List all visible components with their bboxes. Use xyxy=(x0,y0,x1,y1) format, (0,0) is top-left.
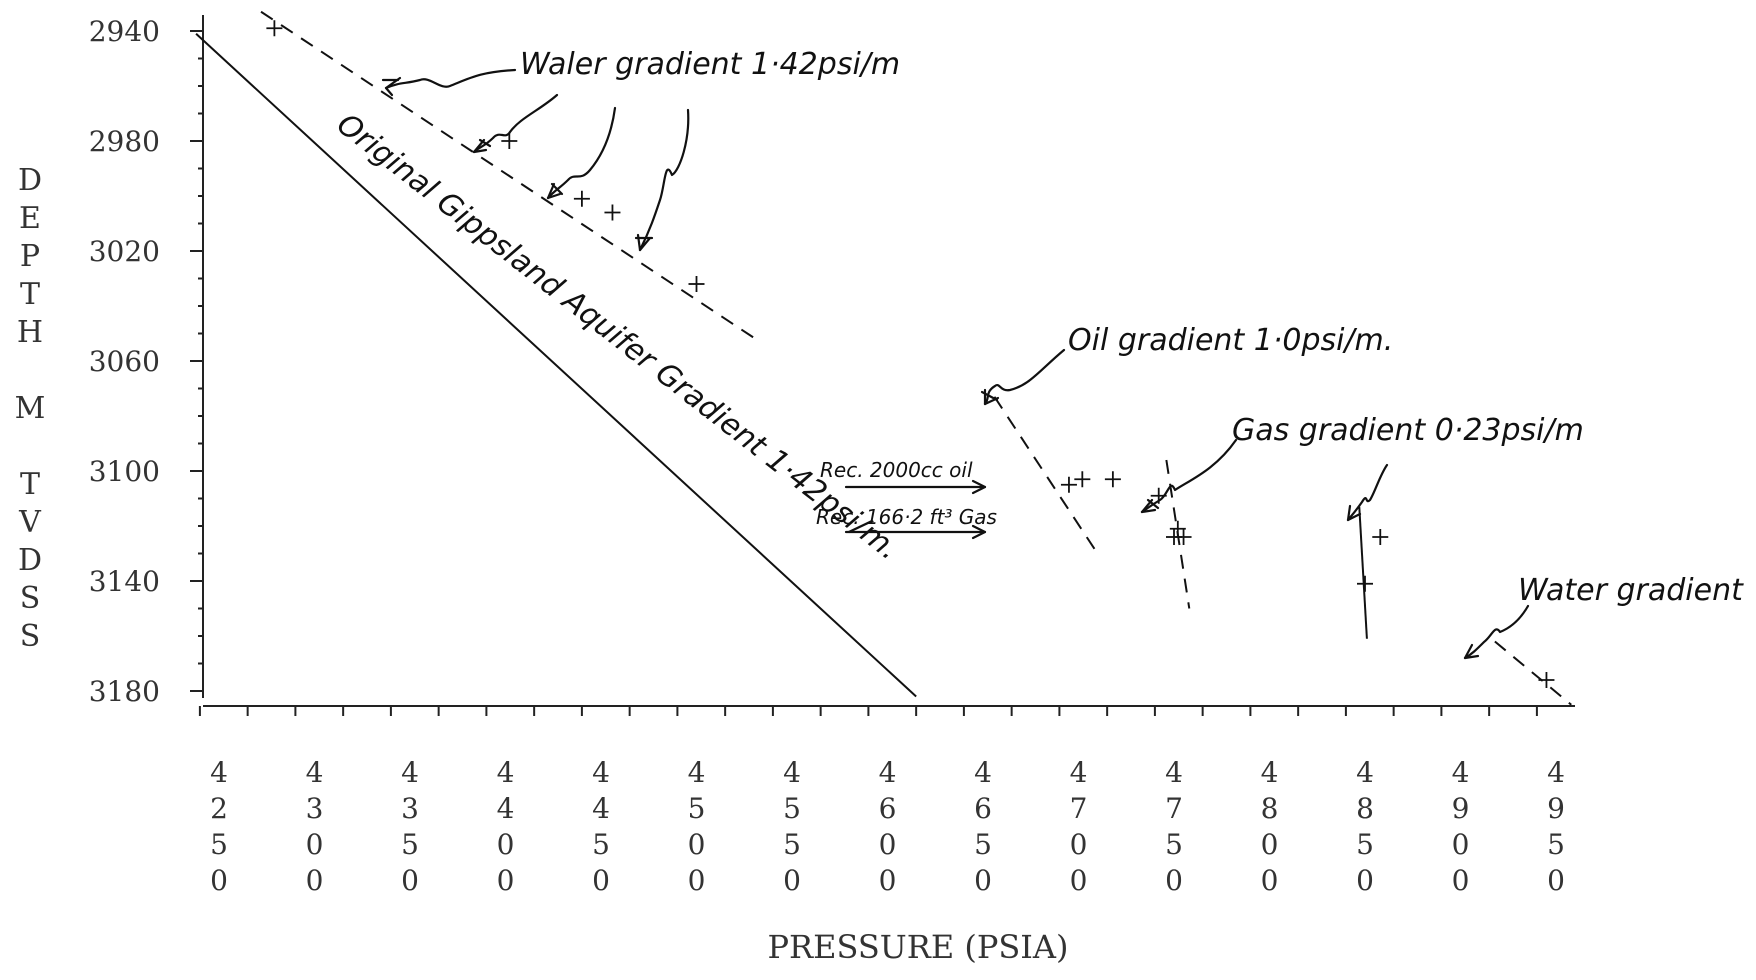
recovery-arrowhead-1 xyxy=(971,524,987,540)
data-point xyxy=(1169,520,1186,537)
annotation-arrowhead-5 xyxy=(1140,498,1160,514)
y-tick-labels: 2940 2980 3020 3060 3100 3140 3180 xyxy=(89,15,160,708)
data-point xyxy=(688,276,705,292)
annotation-arrow-7 xyxy=(1463,604,1530,660)
annotation-arrowhead-4 xyxy=(980,388,1000,406)
annotation-water-gradient-top: Waler gradient 1·42psi/m xyxy=(520,47,900,82)
annotation-recovered-gas: Rec. 166·2 ft³ Gas xyxy=(816,505,997,529)
annotation-arrowhead-2 xyxy=(546,182,564,200)
y-tick-label: 2940 xyxy=(89,15,160,48)
y-tick-label: 3060 xyxy=(89,345,160,378)
annotation-arrow-4 xyxy=(983,348,1066,406)
annotation-gas-gradient: Gas gradient 0·23psi/m xyxy=(1232,413,1584,448)
annotation-aquifer-gradient: Original Gippsland Aquifer Gradient 1·42… xyxy=(330,107,906,567)
data-point xyxy=(1104,471,1121,488)
data-point xyxy=(1175,529,1192,545)
y-tick-label: 2980 xyxy=(89,125,160,158)
data-point xyxy=(604,204,621,221)
data-point xyxy=(573,190,590,207)
data-point xyxy=(501,133,518,149)
y-tick-label: 3020 xyxy=(89,235,160,268)
annotation-water-gradient-bottom: Water gradient xyxy=(1518,573,1744,608)
x-axis-label: PRESSURE (PSIA) xyxy=(767,928,1068,966)
data-point xyxy=(1357,575,1373,592)
annotation-arrowhead-1 xyxy=(472,138,492,154)
annotation-recovered-oil: Rec. 2000cc oil xyxy=(820,458,973,482)
gradient-line-2 xyxy=(993,396,1097,552)
data-point xyxy=(1074,471,1091,488)
annotation-arrowhead-3 xyxy=(634,233,654,252)
data-point xyxy=(266,20,283,37)
annotation-arrow-1 xyxy=(472,93,559,154)
axes xyxy=(190,15,1575,716)
y-tick-label: 3140 xyxy=(89,565,160,598)
y-tick-label: 3180 xyxy=(89,675,160,708)
gradient-line-5 xyxy=(1494,640,1572,706)
annotation-arrowhead-6 xyxy=(1346,504,1362,522)
data-point xyxy=(1060,476,1077,493)
annotation-arrow-0 xyxy=(384,68,517,90)
gradient-lines xyxy=(195,10,1572,706)
annotation-arrowhead-0 xyxy=(381,76,402,97)
annotation-arrow-3 xyxy=(638,108,690,252)
annotation-oil-gradient: Oil gradient 1·0psi/m. xyxy=(1068,323,1393,358)
data-point xyxy=(1372,529,1389,545)
y-tick-label: 3100 xyxy=(89,455,160,488)
gradient-line-4 xyxy=(1358,506,1368,639)
annotation-arrow-2 xyxy=(546,106,617,200)
gradient-line-1 xyxy=(260,10,757,340)
gradient-line-0 xyxy=(195,33,917,698)
annotation-arrows xyxy=(381,68,1530,660)
annotation-arrow-6 xyxy=(1346,463,1389,522)
recovery-arrowhead-0 xyxy=(971,479,987,495)
data-point xyxy=(1538,672,1555,688)
x-tick-labels: 4 2 5 0 4 3 0 0 4 3 5 0 4 4 0 0 4 4 5 0 4 5 0 0 4 5 5 0 4 6 0 0 4 6 5 0 4 7 0 0… xyxy=(210,756,1565,897)
annotation-arrow-5 xyxy=(1140,438,1238,514)
annotation-arrowhead-7 xyxy=(1463,643,1480,660)
